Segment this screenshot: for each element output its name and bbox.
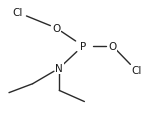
Text: Cl: Cl: [131, 66, 141, 76]
Text: O: O: [108, 42, 117, 51]
Text: N: N: [55, 64, 63, 73]
Text: Cl: Cl: [13, 8, 23, 18]
Text: O: O: [52, 24, 60, 34]
Text: P: P: [80, 42, 86, 51]
